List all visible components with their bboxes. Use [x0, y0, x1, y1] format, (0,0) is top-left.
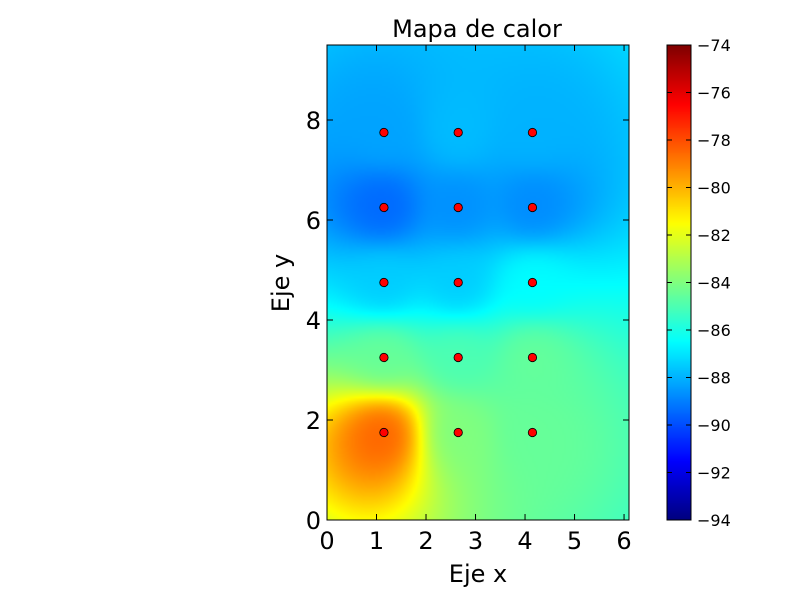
data-marker	[527, 427, 538, 438]
x-tick-label: 6	[616, 527, 631, 555]
x-tick-label: 2	[418, 527, 433, 555]
colorbar-tick-label: −76	[697, 84, 731, 103]
plot-frame	[326, 44, 630, 521]
colorbar-tick-label: −90	[697, 416, 731, 435]
colorbar-tick-label: −86	[697, 321, 731, 340]
colorbar-tick-label: −80	[697, 179, 731, 198]
colorbar-tick-label: −84	[697, 274, 731, 293]
colorbar-tick-label: −82	[697, 226, 731, 245]
x-axis-label: Eje x	[449, 560, 507, 588]
y-tick-label: 8	[306, 107, 321, 135]
colorbar-tick-label: −94	[697, 511, 731, 530]
y-tick-label: 2	[306, 407, 321, 435]
chart-title: Mapa de calor	[392, 15, 562, 43]
colorbar-tick-label: −78	[697, 131, 731, 150]
data-marker	[453, 127, 463, 138]
heatmap-image	[327, 45, 629, 520]
data-marker	[453, 352, 463, 363]
data-marker	[379, 127, 389, 138]
y-tick-label: 4	[306, 307, 321, 335]
y-tick-label: 6	[306, 207, 321, 235]
data-marker	[527, 202, 538, 213]
x-tick-label: 5	[567, 527, 582, 555]
data-marker	[453, 277, 463, 288]
colorbar: −74 −76 −78 −80 −82 −84 −86 −88 −90 −92 −94	[666, 36, 731, 530]
y-axis: 0 2 4 6 8	[306, 107, 629, 535]
x-axis: 0 1 2 3 4 5 6	[319, 45, 632, 555]
marker-layer	[379, 127, 538, 438]
data-marker	[379, 352, 389, 363]
x-tick-label: 3	[468, 527, 483, 555]
x-tick-label: 0	[319, 527, 334, 555]
plot-area: 0 1 2 3 4 5 6 0 2 4 6 8	[306, 44, 632, 555]
colorbar-tick-label: −88	[697, 369, 731, 388]
y-axis-label: Eje y	[267, 254, 295, 312]
data-marker	[527, 352, 538, 363]
data-marker	[379, 427, 389, 438]
data-marker	[379, 277, 389, 288]
colorbar-ticks: −74 −76 −78 −80 −82 −84 −86 −88 −90 −92 −94	[667, 36, 731, 530]
data-marker	[379, 202, 389, 213]
data-marker	[453, 202, 463, 213]
x-tick-label: 4	[517, 527, 532, 555]
data-marker	[453, 427, 463, 438]
y-tick-label: 0	[306, 507, 321, 535]
data-marker	[527, 277, 538, 288]
data-marker	[527, 127, 538, 138]
colorbar-tick-label: −92	[697, 464, 731, 483]
x-tick-label: 1	[369, 527, 384, 555]
colorbar-tick-label: −74	[697, 36, 731, 55]
